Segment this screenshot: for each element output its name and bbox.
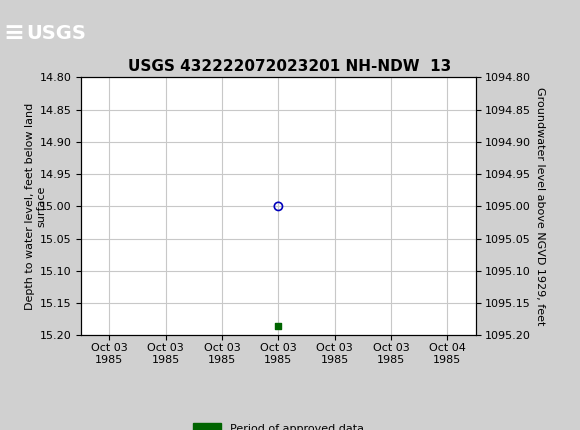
Text: USGS 432222072023201 NH-NDW  13: USGS 432222072023201 NH-NDW 13 bbox=[128, 59, 452, 74]
Text: USGS: USGS bbox=[26, 24, 86, 43]
Y-axis label: Groundwater level above NGVD 1929, feet: Groundwater level above NGVD 1929, feet bbox=[535, 87, 545, 326]
Point bbox=[274, 322, 283, 329]
Point bbox=[274, 203, 283, 210]
Y-axis label: Depth to water level, feet below land
surface: Depth to water level, feet below land su… bbox=[24, 103, 46, 310]
Legend: Period of approved data: Period of approved data bbox=[188, 419, 368, 430]
Text: ≡: ≡ bbox=[3, 22, 24, 45]
